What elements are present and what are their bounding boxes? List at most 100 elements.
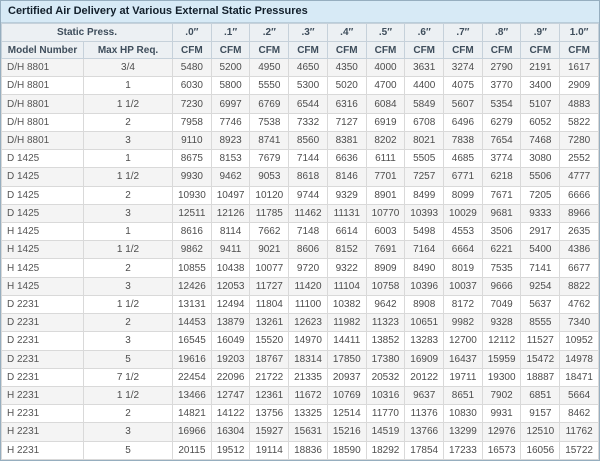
cfm-value-cell: 4700	[365, 76, 406, 96]
cfm-value-cell: 19616	[172, 349, 212, 369]
pressure-header: .8″	[481, 23, 522, 42]
cfm-value-cell: 12976	[481, 422, 522, 442]
cfm-value-cell: 10438	[210, 258, 251, 278]
cfm-value-cell: 5020	[326, 76, 367, 96]
cfm-value-cell: 15959	[481, 349, 522, 369]
cfm-value-cell: 8146	[326, 167, 367, 187]
cfm-value-cell: 4762	[559, 294, 599, 315]
model-number-cell: H 1425	[1, 221, 84, 242]
model-number-header: Model Number	[1, 41, 84, 59]
cfm-value-cell: 12112	[481, 331, 522, 351]
cfm-value-cell: 7144	[288, 149, 328, 169]
cfm-value-cell: 6666	[559, 185, 599, 205]
table-row: D/H 8801 1 6030 5800 5550 5300 5020 4700 4400 407…	[1, 76, 599, 96]
cfm-value-cell: 3274	[443, 57, 483, 78]
model-number-cell: H 2231	[1, 422, 84, 442]
cfm-value-cell: 13466	[172, 385, 212, 406]
cfm-value-cell: 8908	[404, 294, 445, 315]
cfm-value-cell: 12510	[520, 422, 561, 442]
cfm-value-cell: 6003	[365, 221, 406, 242]
max-hp-cell: 2	[82, 185, 174, 205]
cfm-value-cell: 2191	[520, 57, 561, 78]
cfm-value-cell: 6052	[520, 112, 561, 132]
cfm-value-cell: 2552	[559, 149, 599, 169]
cfm-value-cell: 8114	[210, 221, 251, 242]
cfm-unit-header: CFM	[172, 41, 212, 59]
cfm-value-cell: 12511	[172, 203, 212, 223]
table-row: D 1425 1 8675 8153 7679 7144 6636 6111 5505 4685 3…	[1, 149, 599, 169]
cfm-value-cell: 7148	[288, 221, 328, 242]
model-number-cell: H 1425	[1, 240, 84, 260]
max-hp-cell: 2	[82, 313, 174, 333]
cfm-unit-header: CFM	[559, 41, 599, 59]
model-number-cell: H 1425	[1, 276, 84, 296]
max-hp-cell: 3	[82, 331, 174, 351]
cfm-value-cell: 7654	[481, 130, 522, 151]
cfm-value-cell: 8202	[365, 130, 406, 151]
cfm-value-cell: 11104	[326, 276, 367, 296]
cfm-value-cell: 9681	[481, 203, 522, 223]
pressure-header: .5″	[365, 23, 406, 42]
table-row: H 2231 3 16966 16304 15927 15631 15216 14519 137…	[1, 422, 599, 442]
cfm-value-cell: 14821	[172, 404, 212, 424]
cfm-value-cell: 19300	[481, 367, 522, 387]
table-row: D/H 8801 1 1/2 7230 6997 6769 6544 6316 6084 584…	[1, 94, 599, 114]
pressure-header-row: Static Press. .0″ .1″ .2″ .3″ .4″ .5″ .6″ .7″ .8…	[0, 23, 599, 42]
cfm-value-cell: 13879	[210, 313, 251, 333]
cfm-value-cell: 11727	[249, 276, 290, 296]
cfm-value-cell: 8555	[520, 313, 561, 333]
static-press-header: Static Press.	[0, 23, 174, 42]
cfm-value-cell: 2917	[520, 221, 561, 242]
cfm-value-cell: 19114	[249, 440, 290, 461]
table-row: H 2231 1 1/2 13466 12747 12361 11672 10769 1031…	[1, 385, 599, 406]
cfm-value-cell: 7535	[481, 258, 522, 278]
table-row: H 2231 2 14821 14122 13756 13325 12514 11770 113…	[1, 404, 599, 424]
pressure-header: .9″	[520, 23, 561, 42]
cfm-value-cell: 16573	[481, 440, 522, 461]
cfm-value-cell: 5498	[404, 221, 445, 242]
cfm-unit-header: CFM	[288, 41, 328, 59]
cfm-value-cell: 14519	[365, 422, 406, 442]
cfm-value-cell: 5637	[520, 294, 561, 315]
cfm-value-cell: 10029	[443, 203, 483, 223]
cfm-value-cell: 13852	[365, 331, 406, 351]
cfm-value-cell: 11762	[559, 422, 599, 442]
cfm-value-cell: 15472	[520, 349, 561, 369]
cfm-value-cell: 6614	[326, 221, 367, 242]
cfm-value-cell: 8822	[559, 276, 599, 296]
cfm-value-cell: 6111	[365, 149, 406, 169]
cfm-value-cell: 6279	[481, 112, 522, 132]
cfm-value-cell: 6221	[481, 240, 522, 260]
cfm-value-cell: 6771	[443, 167, 483, 187]
cfm-value-cell: 5300	[288, 76, 328, 96]
cfm-value-cell: 10382	[326, 294, 367, 315]
cfm-value-cell: 11527	[520, 331, 561, 351]
cfm-value-cell: 6851	[520, 385, 561, 406]
cfm-value-cell: 16304	[210, 422, 251, 442]
cfm-value-cell: 9322	[326, 258, 367, 278]
cfm-value-cell: 22096	[210, 367, 251, 387]
cfm-value-cell: 7141	[520, 258, 561, 278]
cfm-value-cell: 6677	[559, 258, 599, 278]
table-row: D 1425 2 10930 10497 10120 9744 9329 8901 8499 80…	[1, 185, 599, 205]
cfm-value-cell: 4000	[365, 57, 406, 78]
model-number-cell: H 1425	[1, 258, 84, 278]
cfm-value-cell: 18314	[288, 349, 328, 369]
cfm-value-cell: 10497	[210, 185, 251, 205]
model-number-cell: D 2231	[1, 313, 84, 333]
table-row: D 2231 7 1/2 22454 22096 21722 21335 20937 2053…	[1, 367, 599, 387]
pressure-header: .4″	[326, 23, 367, 42]
cfm-value-cell: 8462	[559, 404, 599, 424]
cfm-value-cell: 9666	[481, 276, 522, 296]
cfm-value-cell: 9462	[210, 167, 251, 187]
cfm-value-cell: 6544	[288, 94, 328, 114]
max-hp-cell: 1 1/2	[82, 385, 174, 406]
cfm-value-cell: 7205	[520, 185, 561, 205]
cfm-value-cell: 8153	[210, 149, 251, 169]
cfm-value-cell: 8172	[443, 294, 483, 315]
cfm-value-cell: 8966	[559, 203, 599, 223]
cfm-value-cell: 7332	[288, 112, 328, 132]
cfm-value-cell: 8499	[404, 185, 445, 205]
max-hp-cell: 1	[82, 149, 174, 169]
cfm-value-cell: 12494	[210, 294, 251, 315]
